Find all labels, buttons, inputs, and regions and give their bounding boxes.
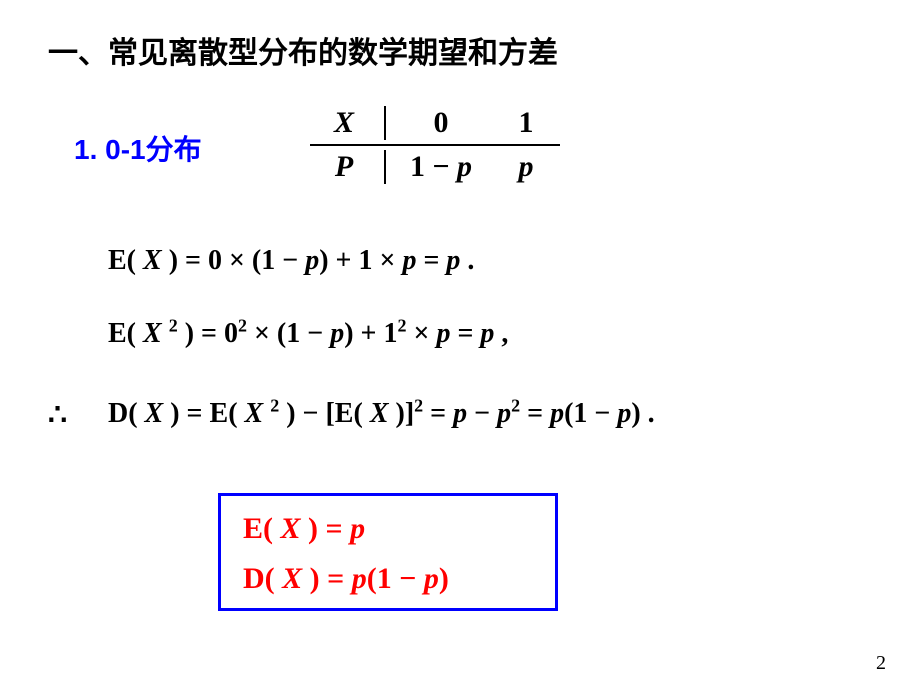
table-prob-1: p: [496, 150, 556, 184]
equation-second-moment: E( X 2 ) = 02 × (1 − p) + 12 × p = p ,: [108, 318, 508, 350]
distribution-table: X 0 1 P 1 − p p: [310, 106, 560, 184]
section-name: 0-1分布: [105, 134, 201, 165]
table-prob-0: 1 − p: [386, 150, 496, 184]
table-var-X: X: [314, 106, 386, 140]
section-number: 1.: [74, 134, 97, 165]
table-var-P: P: [314, 150, 386, 184]
section-heading: 1. 0-1分布: [74, 128, 202, 168]
slide: 一、常见离散型分布的数学期望和方差 1. 0-1分布 X 0 1 P 1 − p…: [0, 0, 920, 690]
therefore-symbol: ∴: [48, 398, 67, 433]
equation-expectation: E( X ) = 0 × (1 − p) + 1 × p = p .: [108, 245, 474, 277]
result-box: E( X ) = p D( X ) = p(1 − p): [218, 493, 558, 611]
table-val-0: 0: [386, 106, 496, 140]
table-val-1: 1: [496, 106, 556, 140]
page-number: 2: [876, 652, 886, 675]
main-title: 一、常见离散型分布的数学期望和方差: [48, 28, 558, 72]
table-prob-row: P 1 − p p: [310, 146, 560, 184]
result-variance: D( X ) = p(1 − p): [243, 554, 533, 604]
table-header-row: X 0 1: [310, 106, 560, 146]
equation-variance: D( X ) = E( X 2 ) − [E( X )]2 = p − p2 =…: [108, 398, 655, 430]
result-expectation: E( X ) = p: [243, 504, 533, 554]
